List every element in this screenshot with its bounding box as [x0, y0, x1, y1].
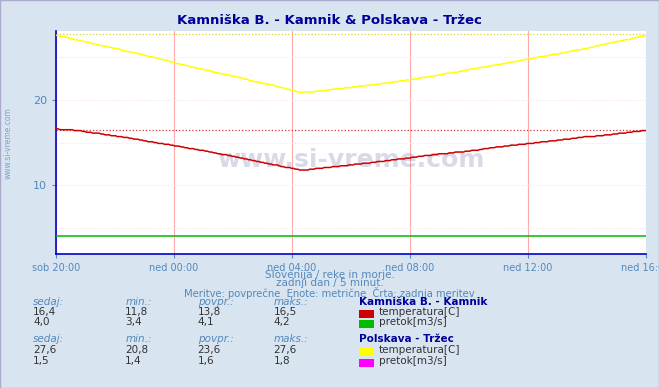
Text: povpr.:: povpr.: [198, 296, 233, 307]
Text: temperatura[C]: temperatura[C] [379, 307, 461, 317]
Text: 3,4: 3,4 [125, 317, 142, 327]
Text: sedaj:: sedaj: [33, 296, 64, 307]
Text: Meritve: povprečne  Enote: metrične  Črta: zadnja meritev: Meritve: povprečne Enote: metrične Črta:… [184, 287, 475, 299]
Text: www.si-vreme.com: www.si-vreme.com [3, 107, 13, 180]
Text: 13,8: 13,8 [198, 307, 221, 317]
Text: sedaj:: sedaj: [33, 334, 64, 344]
Text: 1,6: 1,6 [198, 356, 214, 366]
Text: maks.:: maks.: [273, 296, 308, 307]
Text: 4,0: 4,0 [33, 317, 49, 327]
Text: 1,4: 1,4 [125, 356, 142, 366]
Text: zadnji dan / 5 minut.: zadnji dan / 5 minut. [275, 278, 384, 288]
Text: 23,6: 23,6 [198, 345, 221, 355]
Text: min.:: min.: [125, 334, 152, 344]
Text: povpr.:: povpr.: [198, 334, 233, 344]
Text: maks.:: maks.: [273, 334, 308, 344]
Text: 4,2: 4,2 [273, 317, 290, 327]
Text: temperatura[C]: temperatura[C] [379, 345, 461, 355]
Text: 11,8: 11,8 [125, 307, 148, 317]
Text: www.si-vreme.com: www.si-vreme.com [217, 149, 484, 172]
Text: 1,8: 1,8 [273, 356, 290, 366]
Text: 1,5: 1,5 [33, 356, 49, 366]
Text: 4,1: 4,1 [198, 317, 214, 327]
Text: 27,6: 27,6 [273, 345, 297, 355]
Text: Polskava - Tržec: Polskava - Tržec [359, 334, 454, 344]
Text: pretok[m3/s]: pretok[m3/s] [379, 356, 447, 366]
Text: min.:: min.: [125, 296, 152, 307]
Text: pretok[m3/s]: pretok[m3/s] [379, 317, 447, 327]
Text: Kamniška B. - Kamnik: Kamniška B. - Kamnik [359, 296, 488, 307]
Text: Slovenija / reke in morje.: Slovenija / reke in morje. [264, 270, 395, 280]
Text: 20,8: 20,8 [125, 345, 148, 355]
Text: 27,6: 27,6 [33, 345, 56, 355]
Text: 16,4: 16,4 [33, 307, 56, 317]
Text: Kamniška B. - Kamnik & Polskava - Tržec: Kamniška B. - Kamnik & Polskava - Tržec [177, 14, 482, 27]
Text: 16,5: 16,5 [273, 307, 297, 317]
